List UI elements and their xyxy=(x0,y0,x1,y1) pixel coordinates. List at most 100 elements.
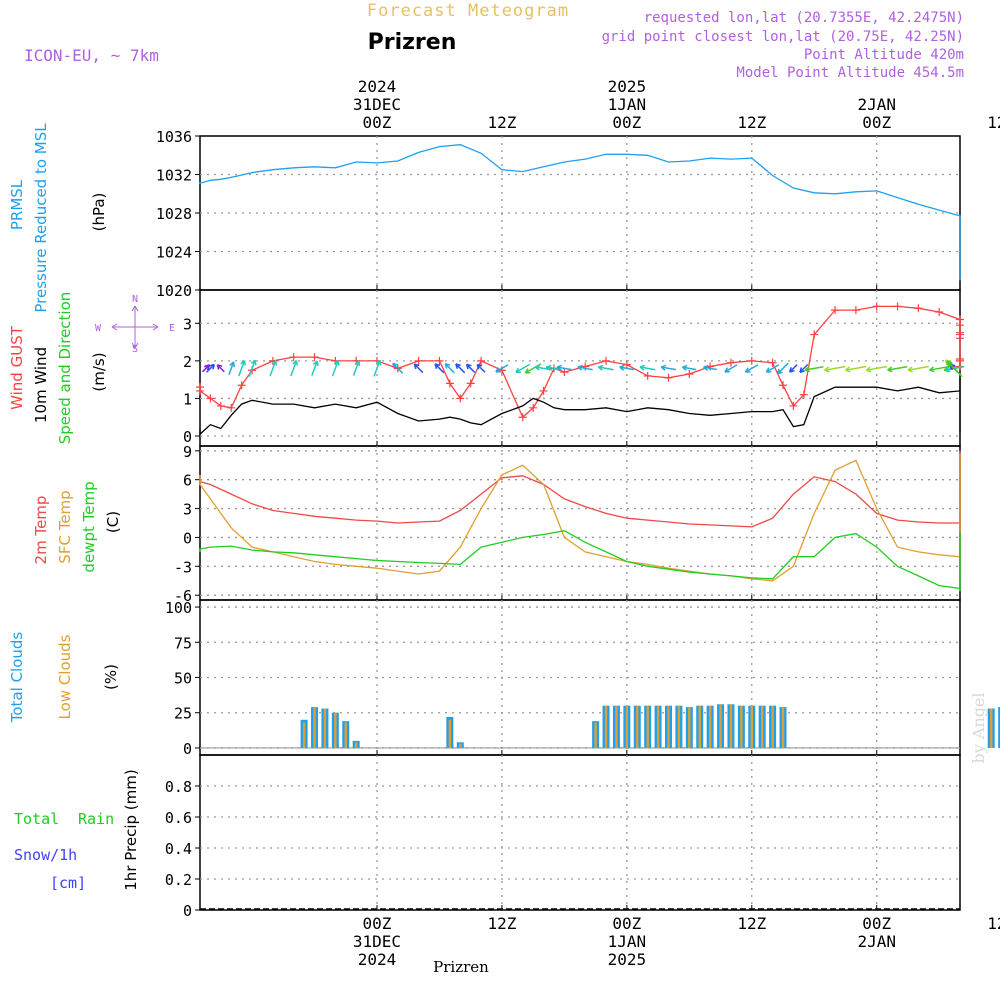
point-altitude: Point Altitude 420m xyxy=(804,47,964,63)
wind-arrow xyxy=(476,363,486,373)
low-cloud-bar xyxy=(323,708,327,748)
low-cloud-bar xyxy=(698,705,701,748)
compass-letter: E xyxy=(169,323,175,334)
wind-arrow xyxy=(434,363,445,374)
wind-arrow xyxy=(373,359,382,377)
panel-wind: 0 1 2 3 xyxy=(183,289,964,447)
low-cloud-bar xyxy=(459,743,462,748)
gust-marker xyxy=(529,403,538,412)
gust-marker xyxy=(622,360,631,369)
gust-marker xyxy=(435,356,444,365)
time-label-top: 31DEC xyxy=(353,95,401,114)
gust-marker xyxy=(799,390,808,399)
panel-pressure: 1020 1024 1028 1032 1036 xyxy=(156,128,961,300)
wind-arrow xyxy=(205,363,216,373)
time-label-bottom: 12Z xyxy=(987,914,1000,933)
gust-marker xyxy=(914,304,923,313)
gust-marker xyxy=(216,401,225,410)
wind-arrow xyxy=(724,364,738,373)
wind-arrow xyxy=(703,364,717,371)
wind-arrow xyxy=(556,364,572,371)
low-cloud-bar xyxy=(604,705,608,748)
time-label-bottom: 12Z xyxy=(737,914,766,933)
wind-arrow xyxy=(799,363,809,373)
low-cloud-bar xyxy=(688,707,691,748)
wind-direction-label: Speed and Direction xyxy=(56,292,74,445)
model-name: ICON-EU, ~ 7km xyxy=(24,46,159,65)
gust-marker xyxy=(414,356,423,365)
low-cloud-bar xyxy=(334,712,337,748)
model-point-altitude: Model Point Altitude 454.5m xyxy=(736,65,964,81)
low-cloud-bar xyxy=(448,719,452,748)
gust-marker xyxy=(445,379,454,388)
low-cloud-bar xyxy=(760,705,764,748)
y-tick-label: 1 xyxy=(183,390,192,408)
wind-arrow xyxy=(515,363,531,374)
series-line xyxy=(199,530,961,592)
gust-label: Wind GUST xyxy=(8,325,26,410)
wind-arrow xyxy=(455,363,466,374)
gust-marker xyxy=(456,394,465,403)
time-label-top: 00Z xyxy=(862,113,891,132)
pressure-unit: (hPa) xyxy=(90,193,108,232)
wind-arrow xyxy=(577,364,593,371)
y-tick-label: 0.2 xyxy=(165,871,192,889)
gust-marker xyxy=(956,356,964,365)
low-cloud-bar xyxy=(656,705,660,748)
time-label-top: 2024 xyxy=(358,77,397,96)
wind-arrow xyxy=(290,360,299,377)
time-label-bottom: 2024 xyxy=(358,950,397,969)
gust-marker xyxy=(477,356,486,365)
sfc-temp-label: SFC Temp xyxy=(56,490,74,563)
wind-arrow xyxy=(202,364,210,372)
pressure-label: Pressure Reduced to MSL xyxy=(32,123,50,313)
low-cloud-bar xyxy=(594,722,597,748)
wind-unit: (m/s) xyxy=(90,352,108,391)
gust-marker xyxy=(726,358,735,367)
time-axis-bottom: 00Z31DEC202412Z00Z1JAN202512Z00Z2JAN12Z xyxy=(353,914,1000,969)
wind-arrow xyxy=(269,360,278,377)
low-cloud-bar xyxy=(708,705,712,748)
time-label-bottom: 12Z xyxy=(487,914,516,933)
wind-arrow xyxy=(392,362,404,374)
wind-arrow xyxy=(788,364,798,373)
gust-marker xyxy=(893,302,902,311)
time-label-top: 00Z xyxy=(363,113,392,132)
y-tick-label: 0.8 xyxy=(165,778,192,796)
pressure-label: PRMSL xyxy=(8,179,26,230)
series-line xyxy=(199,144,961,281)
low-cloud-bar xyxy=(625,705,629,748)
grid-point-coordinates: grid point closest lon,lat (20.75E, 42.2… xyxy=(602,29,964,45)
clouds-unit: (%) xyxy=(102,664,120,690)
gust-marker xyxy=(581,362,590,371)
y-tick-label: 2 xyxy=(183,353,192,371)
wind-arrow xyxy=(639,364,656,371)
y-tick-label: -6 xyxy=(174,587,192,605)
gust-marker xyxy=(956,334,964,343)
y-tick-label: 9 xyxy=(183,443,192,461)
wind-arrow xyxy=(495,364,509,373)
compass-letter: N xyxy=(132,294,138,305)
total-clouds-label: Total Clouds xyxy=(8,632,26,724)
low-cloud-bar xyxy=(771,705,774,748)
y-tick-label: 3 xyxy=(183,501,192,519)
wind-arrow xyxy=(865,365,888,373)
y-tick-label: -3 xyxy=(174,558,192,576)
gust-marker xyxy=(851,306,860,315)
compass-icon: N S W E xyxy=(95,294,175,355)
gust-marker xyxy=(935,308,944,317)
wind-arrow xyxy=(228,361,236,375)
wind-arrow xyxy=(238,360,246,377)
wind-label: 10m Wind xyxy=(32,347,50,423)
gust-marker xyxy=(747,356,756,365)
low-cloud-bar xyxy=(740,705,743,748)
time-label-bottom: 31DEC xyxy=(353,932,401,951)
wind-arrow xyxy=(765,364,780,373)
low-cloud-bar xyxy=(729,704,733,748)
gust-marker xyxy=(872,302,881,311)
precip-rain-label: Rain xyxy=(78,810,114,828)
y-tick-label: 3 xyxy=(183,315,192,333)
wind-arrow xyxy=(216,364,225,373)
wind-arrow xyxy=(331,360,340,377)
